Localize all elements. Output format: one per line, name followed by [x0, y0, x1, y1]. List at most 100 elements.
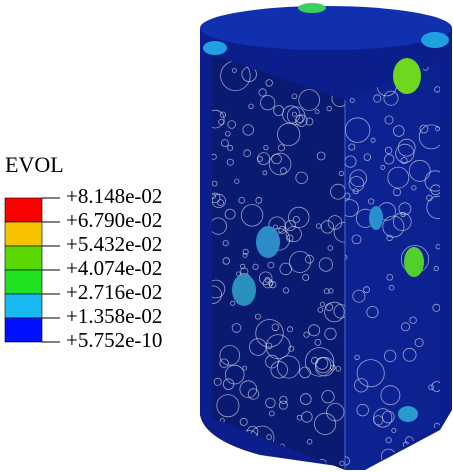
aggregate — [248, 466, 254, 470]
aggregate — [273, 105, 285, 116]
aggregate — [218, 118, 225, 126]
aggregate — [255, 319, 284, 348]
aggregate — [263, 145, 269, 151]
aggregate — [333, 222, 345, 243]
aggregate — [231, 449, 243, 461]
aggregate — [212, 153, 217, 160]
aggregate — [271, 323, 280, 332]
aggregate — [242, 365, 248, 371]
legend: +8.148e-02+6.790e-02+5.432e-02+4.074e-02… — [4, 184, 162, 352]
aggregate — [227, 120, 237, 129]
aggregate — [219, 111, 226, 118]
aggregate — [373, 408, 393, 428]
aggregate — [324, 301, 345, 323]
aggregate — [254, 313, 261, 320]
aggregate — [242, 124, 254, 136]
aggregate — [267, 261, 275, 269]
aggregate — [224, 208, 236, 220]
aggregate — [242, 248, 249, 255]
aggregate — [330, 183, 345, 200]
hotspot — [404, 247, 424, 277]
aggregate — [230, 300, 236, 306]
aggregate — [319, 301, 326, 307]
aggregate — [258, 88, 267, 97]
aggregate — [259, 271, 273, 285]
aggregate — [288, 206, 310, 228]
aggregate — [391, 427, 397, 433]
aggregate — [354, 354, 360, 360]
aggregate — [213, 377, 222, 386]
hotspot — [421, 32, 449, 48]
aggregate — [419, 445, 431, 457]
aggregate — [220, 139, 229, 148]
aggregate — [363, 153, 371, 161]
aggregate — [249, 338, 267, 356]
aggregate — [370, 137, 376, 143]
aggregate — [212, 217, 227, 235]
aggregate — [305, 117, 314, 126]
aggregate — [279, 262, 292, 276]
aggregate — [392, 125, 405, 137]
aggregate — [408, 159, 431, 182]
aggregate — [278, 225, 287, 234]
aggregate — [431, 381, 440, 392]
aggregate — [230, 460, 239, 468]
aggregate — [388, 284, 395, 291]
legend-label: +6.790e-02 — [66, 208, 162, 232]
aggregate — [329, 364, 336, 371]
legend-label: +5.752e-10 — [66, 328, 162, 352]
aggregate — [291, 93, 298, 100]
aggregate — [288, 345, 295, 352]
aggregate — [226, 158, 234, 166]
aggregate — [345, 155, 357, 168]
aggregate — [212, 193, 217, 199]
cut-face-right — [345, 62, 440, 470]
aggregate — [323, 288, 330, 295]
aggregate — [395, 143, 415, 163]
aggregate — [435, 244, 440, 250]
aggregate — [247, 388, 260, 400]
aggregate — [219, 345, 241, 366]
aggregate — [231, 68, 237, 73]
aggregate — [339, 460, 345, 466]
aggregate — [318, 257, 333, 272]
aggregate — [277, 122, 301, 146]
aggregate — [262, 278, 273, 289]
aggregate — [338, 170, 344, 177]
aggregate — [320, 220, 334, 234]
aggregate — [268, 410, 275, 417]
aggregate — [384, 154, 395, 165]
aggregate — [349, 98, 355, 104]
aggregate — [282, 287, 290, 294]
legend-label: +2.716e-02 — [66, 280, 162, 304]
aggregate — [248, 103, 254, 109]
aggregate — [256, 155, 263, 162]
aggregate — [219, 358, 229, 368]
cut-face-left — [212, 55, 345, 470]
aggregate — [238, 197, 246, 204]
aggregate — [335, 365, 342, 372]
aggregate — [225, 131, 231, 137]
hotspot — [298, 3, 326, 13]
aggregate — [266, 434, 272, 440]
aggregate — [349, 169, 368, 188]
aggregate — [268, 152, 292, 176]
aggregate — [227, 144, 234, 151]
hotspot — [232, 274, 256, 306]
aggregate — [295, 171, 308, 185]
aggregate — [231, 323, 242, 333]
aggregate — [224, 364, 245, 385]
aggregate — [286, 106, 306, 126]
aggregate — [326, 105, 332, 112]
aggregate — [262, 170, 268, 176]
aggregate — [278, 400, 288, 410]
aggregate — [348, 143, 356, 151]
aggregate — [366, 305, 379, 319]
aggregate — [324, 327, 337, 340]
aggregate — [386, 234, 393, 242]
aggregate — [303, 331, 310, 338]
legend-label: +1.358e-02 — [66, 304, 162, 328]
legend-label: +4.074e-02 — [66, 256, 162, 280]
aggregate — [306, 438, 313, 445]
aggregate — [382, 215, 405, 238]
